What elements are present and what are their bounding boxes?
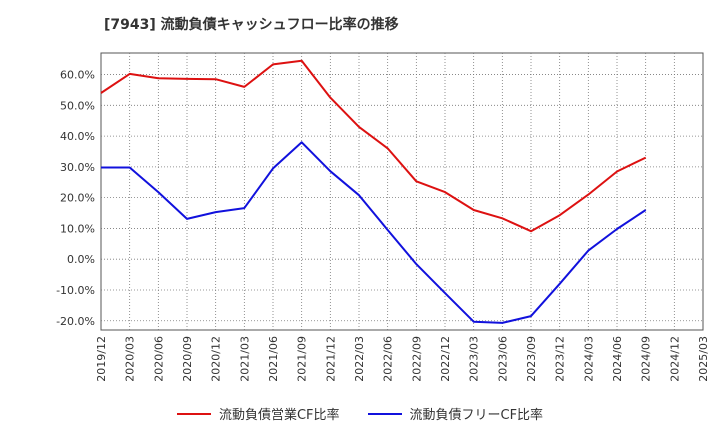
y-tick-label: -10.0% — [56, 284, 95, 297]
x-tick-label: 2020/09 — [181, 336, 194, 382]
x-tick-label: 2020/12 — [210, 336, 223, 382]
x-tick-label: 2021/03 — [238, 336, 251, 382]
legend-swatch-operating-cf — [176, 412, 211, 415]
x-tick-label: 2021/12 — [324, 336, 337, 382]
y-tick-label: 10.0% — [60, 222, 95, 235]
x-tick-label: 2023/03 — [468, 336, 481, 382]
x-tick-label: 2020/06 — [152, 336, 165, 382]
x-tick-label: 2024/06 — [611, 336, 624, 382]
x-tick-label: 2025/03 — [697, 336, 710, 382]
legend-label-operating-cf: 流動負債営業CF比率 — [218, 408, 340, 423]
x-tick-label: 2024/12 — [668, 336, 681, 382]
legend-swatch-free-cf — [367, 412, 402, 415]
legend-item-operating-cf: 流動負債営業CF比率 — [176, 404, 340, 423]
y-tick-label: -20.0% — [56, 315, 95, 328]
x-tick-label: 2023/12 — [554, 336, 567, 382]
series-lines — [100, 59, 647, 324]
legend: 流動負債営業CF比率 流動負債フリーCF比率 — [0, 404, 720, 423]
y-tick-label: 40.0% — [60, 130, 95, 143]
y-tick-label: 60.0% — [60, 69, 95, 82]
y-tick-label: 20.0% — [60, 192, 95, 205]
plot-area — [100, 52, 704, 331]
y-axis-ticks: -20.0% -10.0% 0.0% 10.0% 20.0% 30.0% 40.0% 50.0… — [56, 69, 95, 328]
y-tick-label: 50.0% — [60, 99, 95, 112]
x-tick-label: 2022/03 — [353, 336, 366, 382]
x-axis-ticks: 2019/12 2020/03 2020/06 2020/09 2020/12 2021/… — [95, 336, 710, 382]
legend-label-free-cf: 流動負債フリーCF比率 — [409, 408, 544, 423]
x-tick-label: 2023/09 — [525, 336, 538, 382]
y-tick-label: 0.0% — [67, 253, 95, 266]
x-tick-label: 2024/09 — [640, 336, 653, 382]
series-line-operating-cf — [100, 59, 647, 233]
x-tick-label: 2022/06 — [382, 336, 395, 382]
x-tick-label: 2020/03 — [124, 336, 137, 382]
x-tick-label: 2021/06 — [267, 336, 280, 382]
x-tick-label: 2021/09 — [296, 336, 309, 382]
x-tick-label: 2023/06 — [496, 336, 509, 382]
series-line-free-cf — [101, 141, 647, 324]
chart-title: [7943] 流動負債キャッシュフロー比率の推移 — [104, 17, 399, 33]
y-tick-label: 30.0% — [60, 161, 95, 174]
x-tick-label: 2022/09 — [410, 336, 423, 382]
x-tick-label: 2019/12 — [95, 336, 108, 382]
legend-item-free-cf: 流動負債フリーCF比率 — [367, 404, 544, 423]
x-tick-label: 2022/12 — [439, 336, 452, 382]
x-tick-label: 2024/03 — [582, 336, 595, 382]
